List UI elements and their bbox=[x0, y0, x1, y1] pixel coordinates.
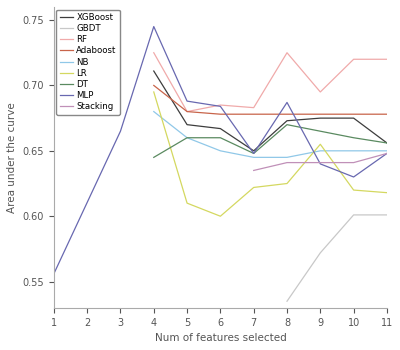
MLP bbox=[318, 162, 323, 166]
MLP bbox=[351, 175, 356, 179]
Adaboost bbox=[151, 83, 156, 88]
Adaboost bbox=[285, 112, 290, 116]
Line: GBDT: GBDT bbox=[287, 215, 387, 301]
MLP bbox=[151, 25, 156, 29]
DT bbox=[351, 136, 356, 140]
Stacking bbox=[318, 161, 323, 165]
XGBoost bbox=[151, 69, 156, 73]
Adaboost bbox=[351, 112, 356, 116]
Line: Stacking: Stacking bbox=[254, 153, 387, 170]
Adaboost bbox=[251, 112, 256, 116]
NB bbox=[185, 136, 190, 140]
RF bbox=[218, 103, 223, 107]
X-axis label: Num of features selected: Num of features selected bbox=[154, 333, 286, 343]
MLP bbox=[251, 151, 256, 155]
NB bbox=[318, 149, 323, 153]
Stacking bbox=[351, 161, 356, 165]
Line: DT: DT bbox=[154, 125, 387, 158]
MLP bbox=[52, 272, 56, 276]
DT bbox=[185, 136, 190, 140]
GBDT bbox=[384, 213, 389, 217]
XGBoost bbox=[185, 122, 190, 127]
NB bbox=[151, 110, 156, 114]
Y-axis label: Area under the curve: Area under the curve bbox=[7, 102, 17, 213]
LR bbox=[384, 191, 389, 195]
LR bbox=[351, 188, 356, 192]
LR bbox=[285, 181, 290, 186]
MLP bbox=[185, 99, 190, 103]
RF bbox=[251, 106, 256, 110]
Adaboost bbox=[318, 112, 323, 116]
Line: Adaboost: Adaboost bbox=[154, 85, 387, 114]
RF bbox=[151, 51, 156, 55]
NB bbox=[218, 149, 223, 153]
MLP bbox=[285, 100, 290, 105]
DT bbox=[151, 155, 156, 160]
LR bbox=[218, 214, 223, 218]
Adaboost bbox=[185, 110, 190, 114]
LR bbox=[151, 90, 156, 94]
XGBoost bbox=[251, 149, 256, 153]
RF bbox=[185, 110, 190, 114]
Adaboost bbox=[218, 112, 223, 116]
DT bbox=[384, 141, 389, 145]
Stacking bbox=[384, 151, 389, 155]
MLP bbox=[218, 104, 223, 108]
LR bbox=[185, 201, 190, 205]
XGBoost bbox=[351, 116, 356, 120]
LR bbox=[318, 142, 323, 146]
NB bbox=[351, 149, 356, 153]
Line: NB: NB bbox=[154, 112, 387, 158]
MLP bbox=[118, 129, 123, 133]
DT bbox=[218, 136, 223, 140]
XGBoost bbox=[384, 141, 389, 145]
Line: MLP: MLP bbox=[54, 27, 387, 274]
Stacking bbox=[285, 161, 290, 165]
GBDT bbox=[351, 213, 356, 217]
LR bbox=[251, 186, 256, 190]
Legend: XGBoost, GBDT, RF, Adaboost, NB, LR, DT, MLP, Stacking: XGBoost, GBDT, RF, Adaboost, NB, LR, DT,… bbox=[56, 9, 120, 115]
RF bbox=[285, 51, 290, 55]
DT bbox=[285, 122, 290, 127]
Adaboost bbox=[384, 112, 389, 116]
RF bbox=[384, 57, 389, 61]
Line: LR: LR bbox=[154, 92, 387, 216]
XGBoost bbox=[218, 126, 223, 131]
Stacking bbox=[251, 168, 256, 173]
XGBoost bbox=[285, 119, 290, 123]
NB bbox=[251, 155, 256, 160]
NB bbox=[285, 155, 290, 160]
Line: XGBoost: XGBoost bbox=[154, 71, 387, 151]
XGBoost bbox=[318, 116, 323, 120]
GBDT bbox=[285, 299, 290, 303]
RF bbox=[351, 57, 356, 61]
DT bbox=[251, 151, 256, 155]
Line: RF: RF bbox=[154, 53, 387, 112]
DT bbox=[318, 129, 323, 133]
NB bbox=[384, 149, 389, 153]
GBDT bbox=[318, 251, 323, 255]
MLP bbox=[384, 151, 389, 155]
RF bbox=[318, 90, 323, 94]
